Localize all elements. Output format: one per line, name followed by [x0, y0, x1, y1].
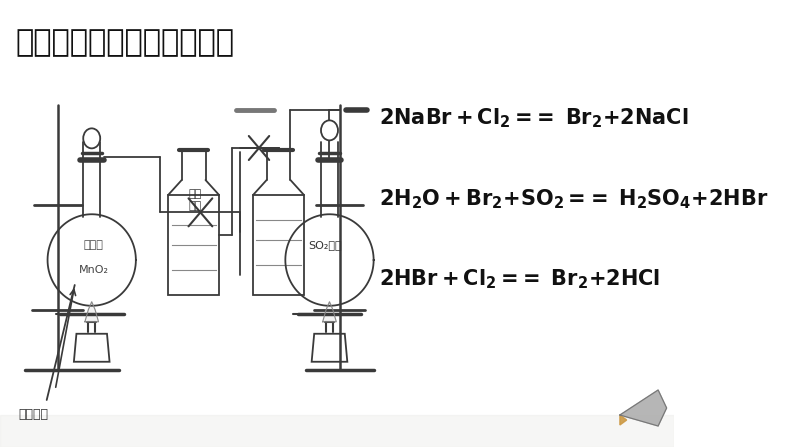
Circle shape [83, 128, 100, 148]
Text: 海水提溴的实验室模拟装置: 海水提溴的实验室模拟装置 [15, 28, 234, 57]
Text: 浓缩
海水: 浓缩 海水 [189, 189, 202, 211]
Polygon shape [620, 415, 626, 425]
Polygon shape [620, 390, 667, 426]
Text: 浓盐酸: 浓盐酸 [83, 240, 103, 250]
Polygon shape [85, 302, 98, 322]
Bar [0, 415, 674, 447]
Circle shape [321, 120, 338, 140]
Text: $\mathbf{2NaBr + Cl_2{=\!=}\ Br_2{+}2NaCl}$: $\mathbf{2NaBr + Cl_2{=\!=}\ Br_2{+}2NaC… [379, 107, 688, 130]
Text: 鼓入空气: 鼓入空气 [19, 408, 48, 421]
Polygon shape [322, 302, 337, 322]
Text: SO₂溶液: SO₂溶液 [308, 240, 342, 250]
Text: MnO₂: MnO₂ [79, 265, 109, 275]
Text: $\mathbf{2HBr + Cl_2{=\!=}\ Br_2{+}2HCl}$: $\mathbf{2HBr + Cl_2{=\!=}\ Br_2{+}2HCl}… [379, 268, 661, 291]
Text: $\mathbf{2H_2O + Br_2{+}SO_2{=\!=}\ H_2SO_4{+}2HBr}$: $\mathbf{2H_2O + Br_2{+}SO_2{=\!=}\ H_2S… [379, 187, 769, 211]
